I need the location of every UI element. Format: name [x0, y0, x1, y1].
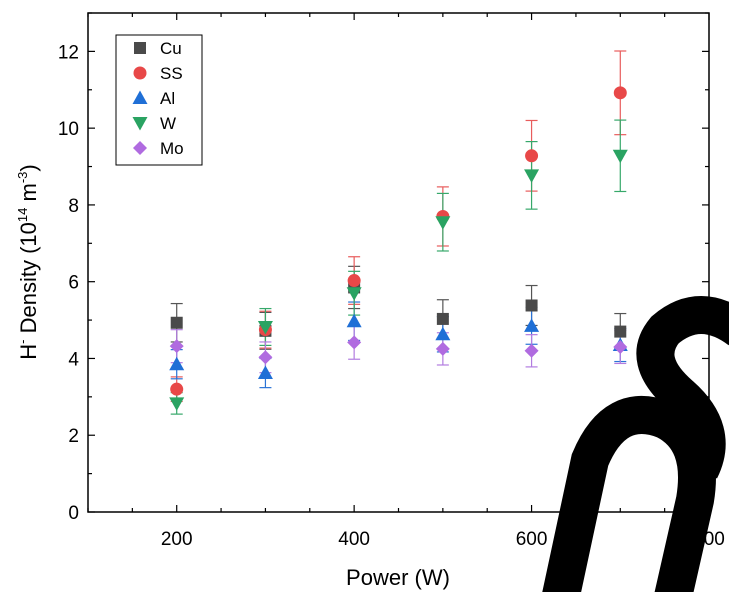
point-w	[612, 149, 628, 164]
x-axis-title: Power (W)	[346, 565, 450, 590]
y-axis-title: H- Density (1014 m-3)	[15, 164, 41, 359]
watermark-letter-s	[636, 296, 729, 479]
point-cu	[614, 325, 627, 338]
legend-label-w: W	[160, 114, 176, 133]
point-ss	[347, 274, 361, 288]
point-mo	[258, 350, 273, 365]
y-tick-label: 10	[58, 119, 79, 140]
x-tick-label: 600	[516, 529, 548, 550]
x-axis-ticks	[87, 13, 710, 512]
y-tick-label: 2	[68, 426, 79, 447]
point-w	[524, 169, 540, 183]
y-axis-tick-labels: 0 2 4 6 8 10 12	[58, 42, 80, 524]
y-tick-label: 12	[58, 42, 79, 63]
y-tick-label: 6	[68, 273, 79, 294]
point-mo	[435, 341, 450, 356]
legend-label-cu: Cu	[160, 39, 182, 58]
point-cu	[436, 312, 449, 325]
point-mo	[613, 339, 628, 354]
legend-marker-ss	[133, 66, 147, 80]
point-mo	[524, 343, 539, 358]
x-tick-label: 800	[693, 529, 725, 550]
point-cu	[170, 316, 183, 329]
point-ss	[613, 86, 627, 100]
point-w	[169, 397, 185, 411]
y-tick-label: 4	[68, 349, 79, 370]
legend-marker-w	[132, 117, 148, 131]
point-al	[257, 365, 273, 380]
error-bars	[170, 50, 627, 415]
legend-marker-mo	[133, 141, 147, 155]
y-axis-ticks	[88, 12, 709, 513]
legend-label-al: Al	[160, 89, 175, 108]
point-al	[169, 356, 185, 371]
point-mo	[347, 335, 362, 350]
legend-label-mo: Mo	[160, 139, 184, 158]
watermark-letter-u	[542, 396, 716, 592]
point-ss	[170, 382, 184, 396]
point-al	[346, 313, 362, 328]
point-w	[435, 216, 451, 230]
x-tick-label: 200	[161, 529, 193, 550]
point-al	[435, 326, 451, 341]
x-axis-tick-labels: 200 400 600 800	[161, 529, 725, 550]
point-w	[257, 320, 273, 335]
watermark	[542, 296, 729, 592]
data-points	[169, 86, 628, 411]
point-ss	[525, 149, 539, 163]
point-w	[346, 287, 362, 301]
legend-marker-al	[132, 90, 148, 104]
point-mo	[169, 339, 184, 354]
y-tick-label: 8	[68, 196, 79, 217]
legend-marker-cu	[134, 42, 146, 54]
y-tick-label: 0	[68, 503, 79, 524]
legend-frame	[115, 34, 203, 166]
legend: Cu SS Al W Mo	[115, 34, 203, 166]
point-cu	[525, 299, 538, 312]
x-tick-label: 400	[338, 529, 370, 550]
point-al	[524, 318, 540, 332]
legend-label-ss: SS	[160, 64, 183, 83]
